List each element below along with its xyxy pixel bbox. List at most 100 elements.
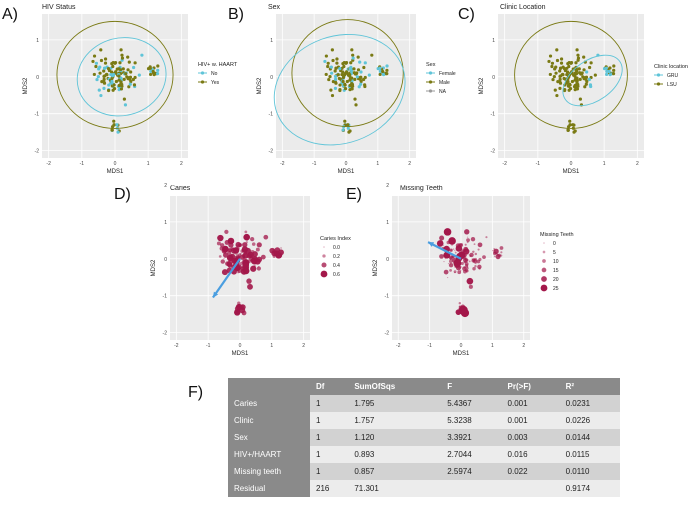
data-point (156, 64, 160, 68)
data-point (217, 234, 224, 242)
legend-label: LSU (667, 82, 677, 88)
data-point (338, 83, 342, 87)
data-point (552, 74, 556, 79)
cell-pvalue (501, 480, 560, 497)
y-tick-label: 1 (36, 38, 39, 44)
data-point (242, 267, 250, 275)
data-point (99, 58, 104, 63)
legend-title: Clinic location (654, 64, 688, 70)
legend: HIV+ w. HAART No Yes (198, 62, 238, 86)
data-point (118, 61, 122, 65)
data-point (452, 248, 455, 250)
legend-key (323, 246, 325, 248)
data-point (582, 68, 586, 72)
x-axis-label: MDS1 (563, 169, 580, 175)
data-point (604, 66, 608, 70)
data-point (230, 247, 237, 254)
data-point (482, 255, 486, 259)
data-point (152, 73, 156, 77)
data-point (458, 301, 462, 305)
data-point (454, 251, 457, 254)
data-point (463, 249, 466, 252)
data-point (256, 266, 261, 271)
y-axis-label: MDS2 (151, 259, 157, 276)
data-point (132, 65, 136, 70)
data-point (151, 69, 155, 74)
data-point (492, 250, 494, 252)
data-point (124, 72, 128, 76)
cell-r2: 0.9174 (559, 480, 620, 497)
panel-label: A) (2, 6, 18, 23)
ellipse-no (76, 37, 167, 117)
cell-df: 1 (310, 463, 349, 480)
data-point (559, 61, 564, 65)
data-point (115, 123, 119, 127)
data-point (567, 64, 571, 69)
data-point (345, 79, 349, 84)
x-tick-label: 2 (408, 161, 411, 167)
data-point (216, 241, 221, 246)
envfit-arrow (212, 258, 241, 299)
data-point (246, 259, 251, 264)
data-point (455, 309, 462, 315)
data-point (102, 81, 107, 85)
data-point (454, 250, 456, 252)
row-name: Residual (228, 480, 310, 497)
table-header-sumofsqs: SumOfSqs (348, 378, 442, 395)
data-point (588, 83, 593, 87)
data-point (251, 242, 256, 246)
data-point (111, 64, 115, 69)
data-point (329, 65, 333, 69)
panel-label-f: F) (188, 384, 204, 401)
data-point (239, 254, 242, 256)
cell-pvalue: 0.001 (501, 395, 560, 412)
data-point (585, 79, 589, 84)
data-point (448, 263, 454, 268)
data-point (469, 254, 472, 258)
data-point (475, 262, 477, 265)
legend-label: 25 (553, 286, 559, 292)
legend-label: Female (439, 71, 456, 77)
data-point (381, 73, 386, 77)
legend: Missing Teeth 0 5 10 15 20 25 (540, 232, 574, 292)
data-point (112, 83, 116, 87)
data-point (132, 83, 137, 87)
data-point (346, 126, 350, 130)
data-point (99, 48, 103, 52)
data-point (129, 70, 133, 74)
data-point (133, 61, 137, 65)
data-point (343, 83, 347, 87)
data-point (577, 67, 581, 71)
cell-sumofsqs: 1.795 (348, 395, 442, 412)
data-point (102, 66, 107, 70)
legend-key (542, 250, 546, 254)
legend-title: Missing Teeth (540, 232, 574, 238)
data-point (468, 250, 470, 252)
panel-title: Clinic Location (500, 4, 546, 11)
data-point (128, 82, 132, 86)
data-point (333, 74, 338, 79)
x-tick-label: -1 (80, 161, 85, 167)
y-axis-label: MDS2 (257, 77, 263, 94)
data-point (98, 71, 102, 75)
y-tick-label: 2 (386, 183, 389, 189)
data-point (102, 74, 106, 79)
legend-key (543, 242, 545, 244)
data-point (378, 66, 382, 70)
data-point (457, 262, 460, 265)
data-point (463, 266, 467, 269)
y-tick-label: 1 (164, 220, 167, 226)
data-point (246, 278, 252, 284)
legend: Clinic location GRU LSU (654, 64, 688, 88)
data-point (236, 246, 240, 251)
data-point (463, 260, 467, 264)
data-point (352, 67, 356, 71)
data-point (472, 267, 476, 271)
data-point (575, 87, 580, 91)
data-point (341, 79, 345, 84)
data-point (385, 64, 389, 68)
data-point (324, 54, 328, 58)
data-point (558, 74, 562, 79)
data-point (122, 97, 127, 101)
data-point (354, 103, 358, 107)
